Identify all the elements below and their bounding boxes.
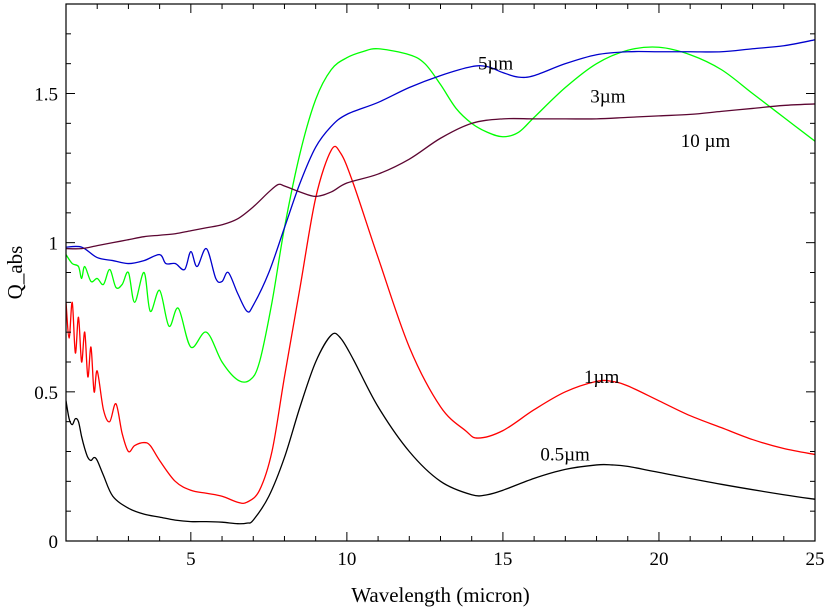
series-labels: 5µm 3µm 10 µm 1µm 0.5µm <box>478 54 731 466</box>
series-annotation: 3µm <box>590 86 625 107</box>
x-axis-label: Wavelength (micron) <box>351 583 530 607</box>
series-annotation: 10 µm <box>681 131 731 152</box>
x-tick-label: 10 <box>337 549 356 570</box>
y-tick-label: 1.5 <box>34 85 58 106</box>
x-tick-label: 20 <box>649 549 668 570</box>
plot-lines <box>66 39 815 525</box>
series-line-3 <box>66 39 815 313</box>
tick-labels: 5 10 15 20 25 0 0.5 1 1.5 <box>34 85 824 571</box>
series-line-4 <box>66 103 815 250</box>
series-line-1 <box>66 145 815 505</box>
y-tick-label: 1 <box>49 234 59 255</box>
series-annotation: 0.5µm <box>540 444 590 465</box>
y-axis-label: Q_abs <box>3 246 27 300</box>
y-tick-label: 0.5 <box>34 383 58 404</box>
y-tick-label: 0 <box>49 532 59 553</box>
x-tick-label: 5 <box>186 549 196 570</box>
x-tick-label: 15 <box>493 549 512 570</box>
series-line-0 <box>66 332 815 525</box>
axis-ticks <box>65 3 816 542</box>
series-annotation: 5µm <box>478 54 513 75</box>
series-line-2 <box>66 46 815 383</box>
x-tick-label: 25 <box>806 549 825 570</box>
series-annotation: 1µm <box>584 367 619 388</box>
